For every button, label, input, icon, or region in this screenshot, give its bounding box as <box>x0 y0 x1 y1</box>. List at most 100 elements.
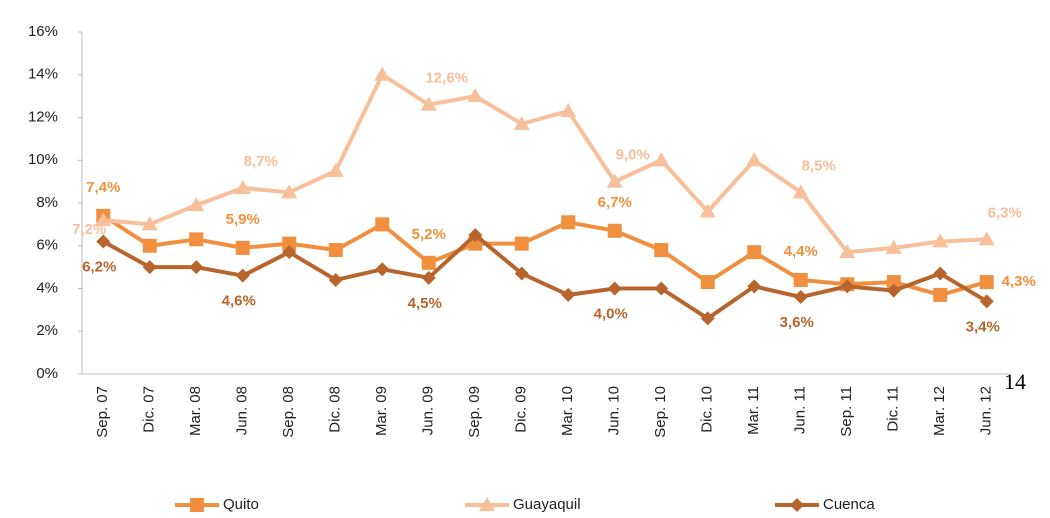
data-label: 9,0% <box>616 147 650 164</box>
y-tick-label: 14% <box>28 66 58 83</box>
y-tick-label: 10% <box>28 151 58 168</box>
point <box>607 281 622 296</box>
point <box>933 266 948 281</box>
y-tick-label: 16% <box>28 23 58 40</box>
legend-marker <box>479 497 495 511</box>
point <box>700 275 715 290</box>
x-tick-label: Sep. 11 <box>838 386 855 437</box>
point <box>514 236 529 251</box>
point <box>979 275 994 290</box>
point <box>933 287 948 302</box>
page-number: 14 <box>1004 369 1026 394</box>
point <box>235 240 250 255</box>
point <box>421 270 436 285</box>
y-tick-label: 8% <box>36 194 58 211</box>
data-label: 4,3% <box>1002 273 1036 290</box>
point <box>514 266 529 281</box>
point <box>234 180 251 195</box>
point <box>328 272 343 287</box>
point <box>189 260 204 275</box>
data-label: 7,4% <box>86 179 120 196</box>
point <box>560 103 577 118</box>
point <box>561 287 576 302</box>
point <box>142 238 157 253</box>
x-tick-label: Dic. 11 <box>885 386 902 432</box>
point <box>375 217 390 232</box>
data-label: 4,6% <box>222 293 256 310</box>
point <box>281 184 298 199</box>
data-label: 5,2% <box>412 226 446 243</box>
x-tick-label: Mar. 08 <box>187 386 204 436</box>
point <box>979 294 994 309</box>
point <box>978 231 995 246</box>
point <box>421 255 436 270</box>
point <box>142 260 157 275</box>
point <box>561 215 576 230</box>
y-tick-label: 4% <box>36 279 58 296</box>
y-tick-label: 6% <box>36 237 58 254</box>
point <box>96 234 111 249</box>
x-tick-label: Mar. 10 <box>559 386 576 436</box>
legend-marker <box>790 498 804 512</box>
legend-marker <box>190 498 204 512</box>
data-label: 4,4% <box>784 243 818 260</box>
point <box>374 66 391 81</box>
point <box>886 283 901 298</box>
point <box>235 268 250 283</box>
point <box>95 212 112 227</box>
point <box>607 223 622 238</box>
point <box>840 279 855 294</box>
point <box>420 96 437 111</box>
point <box>793 272 808 287</box>
point <box>189 232 204 247</box>
x-tick-label: Jun. 10 <box>606 386 623 435</box>
point <box>468 228 483 243</box>
point <box>375 262 390 277</box>
data-label: 4,0% <box>594 305 628 322</box>
x-tick-label: Sep. 09 <box>466 386 483 438</box>
data-label: 3,6% <box>780 314 814 331</box>
y-tick-label: 2% <box>36 322 58 339</box>
data-label: 7,2% <box>72 221 106 238</box>
point <box>282 236 297 251</box>
point <box>327 162 344 177</box>
point <box>141 216 158 231</box>
x-tick-label: Dic. 10 <box>699 386 716 433</box>
point <box>188 197 205 212</box>
point <box>747 245 762 260</box>
point <box>885 239 902 254</box>
y-tick-label: 12% <box>28 108 58 125</box>
point <box>654 281 669 296</box>
data-label: 8,5% <box>802 157 836 174</box>
point <box>699 203 716 218</box>
point <box>746 152 763 167</box>
point <box>839 244 856 259</box>
point <box>328 243 343 258</box>
data-label: 6,2% <box>82 258 116 275</box>
point <box>747 279 762 294</box>
x-tick-label: Mar. 09 <box>373 386 390 436</box>
data-label: 4,5% <box>408 295 442 312</box>
point <box>513 115 530 130</box>
point <box>467 88 484 103</box>
data-label: 5,9% <box>226 211 260 228</box>
point <box>654 243 669 258</box>
x-tick-label: Mar. 12 <box>931 386 948 436</box>
x-tick-label: Sep. 07 <box>94 386 111 438</box>
x-tick-label: Dic. 09 <box>513 386 530 433</box>
data-label: 8,7% <box>244 153 278 170</box>
series-line <box>102 233 988 321</box>
point <box>793 290 808 305</box>
x-tick-label: Mar. 11 <box>745 386 762 435</box>
point <box>700 311 715 326</box>
point <box>653 152 670 167</box>
point <box>886 275 901 290</box>
x-tick-label: Jun. 09 <box>420 386 437 435</box>
data-label: 12,6% <box>425 70 468 87</box>
legend-label: Guayaquil <box>513 496 581 513</box>
data-label: 3,4% <box>966 318 1000 335</box>
x-tick-label: Dic. 07 <box>141 386 158 433</box>
point <box>282 245 297 260</box>
legend-label: Quito <box>223 496 259 513</box>
series-line <box>103 72 987 255</box>
